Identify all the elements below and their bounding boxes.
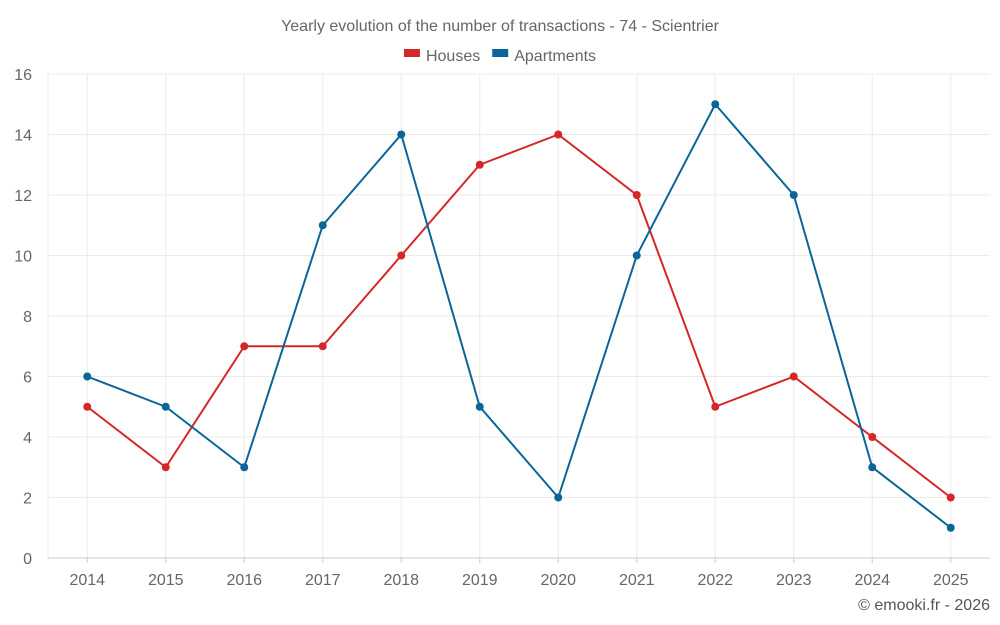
x-tick-label: 2023 — [776, 572, 812, 589]
data-point-apartments-2016 — [240, 463, 249, 472]
data-point-houses-2024 — [868, 433, 877, 441]
legend-label-houses: Houses — [426, 48, 480, 65]
x-tick-label: 2019 — [462, 572, 498, 589]
series-line-apartments — [86, 103, 952, 529]
x-tick-label: 2016 — [226, 572, 262, 589]
data-point-apartments-2021 — [632, 251, 641, 260]
data-point-apartments-2020 — [554, 493, 563, 502]
grid — [47, 73, 990, 558]
data-point-houses-2017 — [318, 342, 327, 351]
y-tick-label: 8 — [23, 309, 32, 326]
legend-label-apartments: Apartments — [514, 48, 596, 65]
x-tick-label: 2024 — [854, 572, 890, 589]
data-point-apartments-2015 — [161, 402, 170, 411]
data-point-houses-2022 — [711, 402, 720, 411]
y-tick-label: 12 — [14, 188, 32, 205]
data-point-apartments-2025 — [946, 523, 955, 532]
y-tick-label: 2 — [23, 491, 32, 508]
legend-swatch-houses — [403, 49, 420, 57]
legend: Houses Apartments — [403, 48, 596, 65]
x-tick-label: 2014 — [69, 572, 105, 589]
data-point-houses-2019 — [475, 160, 484, 169]
series-houses — [83, 130, 955, 502]
x-tick-label: 2018 — [383, 572, 419, 589]
x-tick-label: 2025 — [933, 572, 969, 589]
data-point-houses-2025 — [946, 493, 955, 502]
x-tick-label: 2015 — [148, 572, 184, 589]
axes: 0 2 4 6 8 10 12 14 16 2014 2015 2016 2017 2018 2019 202… — [14, 67, 990, 589]
data-point-houses-2014 — [83, 402, 92, 411]
y-tick-label: 10 — [14, 249, 32, 266]
y-tick-label: 4 — [23, 430, 32, 447]
data-point-apartments-2022 — [711, 100, 720, 109]
data-point-apartments-2019 — [475, 402, 484, 411]
data-point-houses-2023 — [789, 372, 798, 381]
series-apartments — [83, 100, 955, 532]
legend-swatch-apartments — [492, 49, 509, 57]
data-point-apartments-2023 — [789, 191, 798, 199]
chart-title: Yearly evolution of the number of transa… — [281, 18, 720, 35]
data-point-apartments-2024 — [868, 463, 877, 472]
y-tick-label: 16 — [14, 67, 32, 84]
data-point-apartments-2014 — [83, 372, 92, 381]
x-tick-label: 2021 — [619, 572, 655, 589]
data-point-houses-2020 — [554, 130, 563, 139]
series-line-houses — [86, 133, 952, 499]
y-tick-label: 0 — [23, 551, 32, 568]
footer-credit: © emooki.fr - 2026 — [858, 597, 990, 614]
data-point-apartments-2017 — [318, 221, 327, 230]
data-point-houses-2016 — [240, 342, 249, 351]
data-point-houses-2021 — [632, 191, 641, 199]
data-point-houses-2015 — [161, 463, 170, 472]
x-tick-label: 2017 — [305, 572, 341, 589]
data-point-houses-2018 — [397, 251, 406, 260]
y-tick-label: 14 — [14, 128, 32, 145]
x-tick-label: 2022 — [697, 572, 733, 589]
series-layer — [83, 100, 955, 532]
y-tick-label: 6 — [23, 370, 32, 387]
x-tick-label: 2020 — [540, 572, 576, 589]
data-point-apartments-2018 — [397, 130, 406, 139]
